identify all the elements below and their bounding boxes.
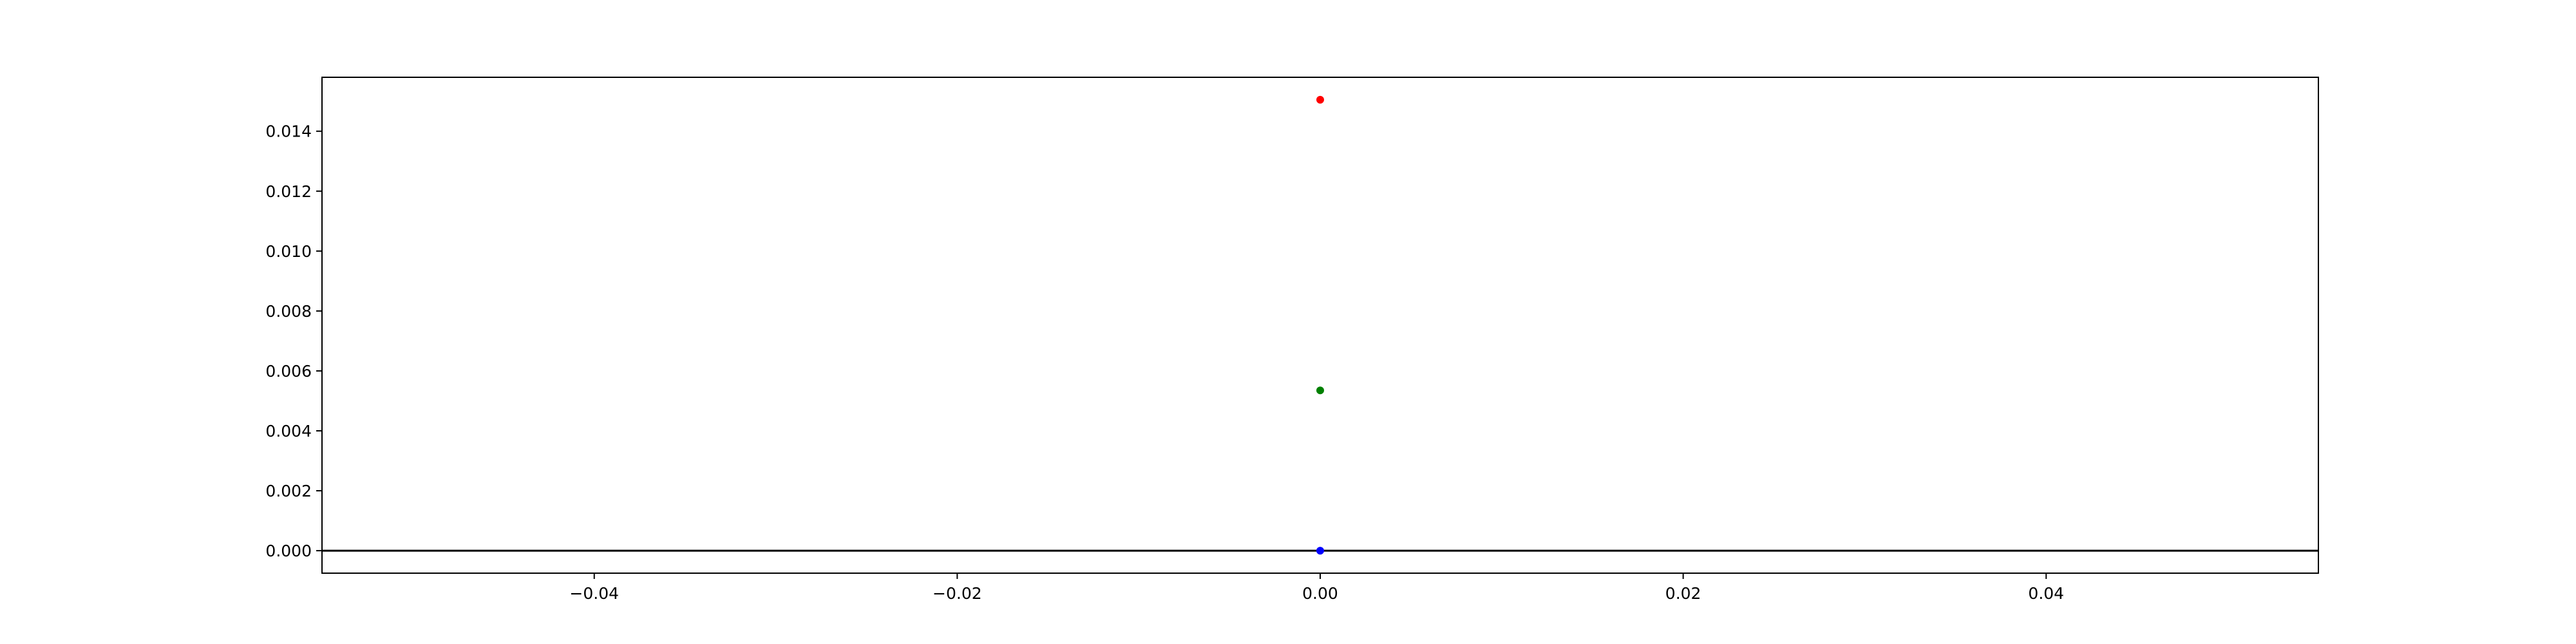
plot-area	[321, 77, 2319, 574]
axes-frame	[321, 77, 2319, 574]
x-tick-label: 0.00	[1302, 584, 1338, 603]
data-point-green	[1316, 386, 1324, 395]
x-tick-label: −0.04	[569, 584, 619, 603]
x-tick-label: 0.04	[2028, 584, 2064, 603]
y-tick-label: 0.006	[265, 362, 312, 381]
x-axis: −0.04 −0.02 0.00 0.02 0.04	[569, 573, 2064, 603]
x-tick-label: 0.02	[1665, 584, 1701, 603]
y-axis: 0.000 0.002 0.004 0.006 0.008 0.010 0.012 0.014	[265, 122, 322, 560]
data-point-red	[1316, 95, 1324, 104]
y-tick-label: 0.000	[265, 542, 312, 560]
data-points	[1316, 95, 1324, 555]
y-tick-label: 0.012	[265, 182, 312, 201]
y-tick-label: 0.008	[265, 302, 312, 321]
y-tick-label: 0.014	[265, 122, 312, 141]
y-tick-label: 0.004	[265, 422, 312, 440]
y-tick-label: 0.010	[265, 242, 312, 261]
y-tick-label: 0.002	[265, 482, 312, 500]
data-point-blue	[1316, 547, 1324, 555]
x-tick-label: −0.02	[933, 584, 982, 603]
